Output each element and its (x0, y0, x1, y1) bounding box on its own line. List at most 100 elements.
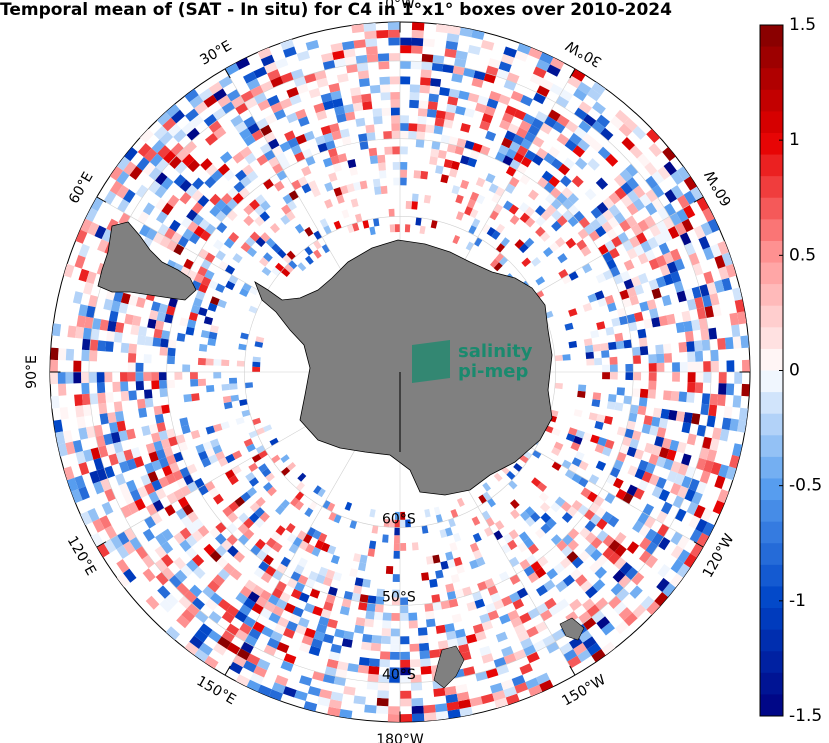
data-cell (625, 372, 634, 381)
data-cell (541, 170, 554, 182)
data-cell (198, 623, 213, 637)
data-cell (197, 357, 206, 366)
data-cell (283, 46, 297, 58)
data-cell (239, 128, 252, 140)
data-cell (365, 124, 375, 134)
data-cell (400, 130, 409, 139)
data-cell (507, 539, 518, 551)
data-cell (246, 170, 259, 182)
data-cell (672, 372, 680, 382)
data-cell (651, 287, 662, 300)
data-cell (75, 405, 85, 418)
data-cell (632, 346, 641, 356)
data-cell (508, 204, 519, 215)
data-cell (174, 161, 188, 175)
data-cell (420, 69, 432, 79)
data-cell (520, 637, 533, 650)
data-cell (656, 353, 665, 363)
data-cell (93, 457, 105, 471)
data-cell (231, 95, 245, 109)
data-cell (651, 198, 664, 212)
data-cell (639, 346, 649, 356)
data-cell (222, 395, 232, 404)
data-cell (349, 568, 358, 578)
data-cell (250, 544, 262, 556)
data-cell (501, 646, 514, 657)
data-cell (378, 674, 390, 683)
data-cell (702, 522, 715, 537)
data-cell (185, 534, 198, 547)
data-cell (429, 85, 441, 95)
data-cell (53, 419, 63, 433)
data-cell (710, 349, 719, 362)
data-cell (621, 436, 632, 447)
data-cell (649, 224, 661, 237)
data-cell (435, 569, 444, 579)
data-cell (400, 45, 412, 54)
data-cell (358, 562, 367, 572)
data-cell (260, 571, 273, 584)
data-cell (240, 332, 250, 340)
data-cell (265, 537, 277, 549)
data-cell (369, 658, 380, 667)
data-cell (633, 372, 642, 381)
data-cell (191, 202, 204, 214)
data-cell (421, 572, 430, 581)
data-cell (456, 636, 468, 646)
data-cell (376, 697, 389, 707)
data-cell (608, 247, 620, 259)
data-cell (151, 459, 162, 472)
data-cell (104, 525, 118, 540)
data-cell (416, 131, 426, 140)
data-cell (178, 595, 192, 609)
data-cell (312, 529, 322, 540)
data-cell (644, 442, 655, 454)
data-cell (578, 611, 592, 624)
data-cell (325, 140, 336, 151)
data-cell (625, 163, 639, 177)
data-cell (701, 339, 711, 351)
data-cell (519, 212, 530, 223)
data-cell (355, 213, 363, 223)
colorbar-tick-label: 0 (789, 361, 800, 381)
data-cell (658, 417, 669, 429)
data-cell (440, 174, 449, 184)
data-cell (289, 94, 302, 106)
data-cell (380, 92, 391, 101)
data-cell (332, 162, 343, 173)
data-cell (701, 436, 712, 450)
data-cell (687, 382, 696, 393)
data-cell (169, 219, 181, 232)
data-cell (729, 312, 739, 326)
data-cell (388, 37, 400, 46)
data-cell (173, 129, 187, 143)
data-cell (565, 120, 579, 133)
data-cell (612, 477, 624, 489)
data-cell (676, 290, 687, 303)
data-cell (620, 194, 633, 208)
data-cell (464, 107, 475, 118)
data-cell (448, 598, 459, 608)
data-cell (183, 474, 194, 486)
data-cell (197, 195, 210, 207)
data-cell (215, 199, 227, 211)
data-cell (655, 456, 667, 468)
data-cell (659, 264, 671, 277)
data-cell (693, 340, 703, 352)
data-cell (483, 72, 497, 84)
data-cell (463, 67, 476, 78)
data-cell (500, 679, 515, 691)
data-cell (286, 533, 297, 544)
data-cell (543, 152, 556, 165)
data-cell (400, 659, 411, 668)
data-cell (573, 126, 587, 140)
data-cell (741, 383, 750, 397)
data-cell (675, 411, 685, 422)
data-cell (393, 550, 400, 559)
data-cell (591, 120, 605, 134)
data-cell (226, 642, 241, 655)
data-cell (670, 270, 682, 284)
data-cell (354, 577, 364, 587)
data-cell (442, 63, 454, 74)
data-cell (145, 595, 160, 610)
